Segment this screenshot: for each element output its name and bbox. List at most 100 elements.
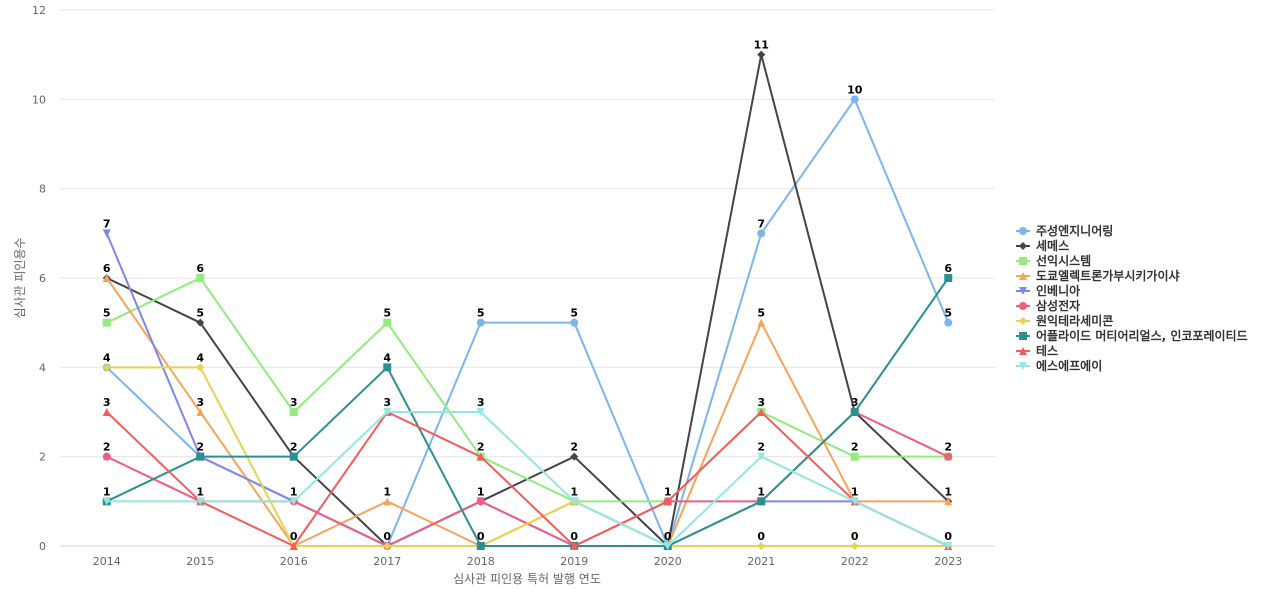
legend-label: 에스에프에이 [1036,358,1102,373]
data-label: 3 [290,396,298,409]
data-point [476,497,485,506]
legend-label: 어플라이드 머티어리얼스, 인코포레이티드 [1036,328,1248,343]
legend-item[interactable]: 삼성전자 [1016,298,1080,313]
data-point [383,497,392,506]
legend-label: 세메스 [1036,238,1069,253]
data-label: 10 [847,83,863,96]
legend-label: 선익시스템 [1036,253,1091,268]
data-point [850,95,859,104]
y-tick-label: 10 [32,93,46,106]
data-point [476,452,485,461]
data-point [196,318,205,327]
legend-item[interactable]: 선익시스템 [1016,253,1091,268]
data-point [102,274,111,282]
data-label: 4 [103,351,111,364]
series-line [105,277,949,547]
legend-label: 주성엔지니어링 [1036,223,1113,238]
data-labels: 7654321654321321054310532105210101175321… [103,39,953,543]
data-label: 5 [944,307,952,320]
data-label: 7 [757,217,765,230]
data-label: 6 [944,262,952,275]
y-tick-label: 12 [32,4,46,17]
data-label: 0 [570,530,578,543]
series-1 [102,95,953,550]
data-label: 11 [754,39,769,52]
series-line [105,232,949,547]
data-point [663,497,672,506]
data-point [757,408,766,416]
x-tick-label: 2023 [934,555,962,568]
series-8 [102,274,953,550]
data-label: 1 [383,485,391,498]
series-4 [102,274,953,550]
legend-item[interactable]: 인베니아 [1016,283,1080,298]
legend-label: 원익테라세미콘 [1036,313,1113,328]
data-point [570,497,579,506]
legend-item[interactable]: 주성엔지니어링 [1016,223,1113,238]
legend: 주성엔지니어링세메스선익시스템도쿄엘렉트론가부시키가이샤인베니아삼성전자원익테라… [1016,223,1248,373]
data-point [289,497,298,506]
data-label: 1 [851,485,859,498]
data-point [102,408,111,416]
y-tick-label: 4 [39,361,46,374]
legend-symbol [1019,287,1027,295]
data-label: 2 [757,441,765,454]
legend-item[interactable]: 도쿄엘렉트론가부시키가이샤 [1016,268,1180,283]
x-tick-label: 2016 [280,555,308,568]
x-axis-title: 심사관 피인용 특허 발행 연도 [453,571,601,586]
data-label: 1 [290,485,298,498]
data-label: 1 [477,485,485,498]
data-point [383,363,392,372]
legend-label: 인베니아 [1036,283,1080,298]
data-label: 2 [944,441,952,454]
legend-item[interactable]: 테스 [1016,344,1058,358]
series-line [106,277,950,547]
y-tick-label: 8 [39,183,46,196]
data-label: 2 [196,441,204,454]
data-label: 7 [103,217,111,230]
legend-label: 도쿄엘렉트론가부시키가이샤 [1036,268,1180,283]
legend-item[interactable]: 에스에프에이 [1016,358,1102,373]
data-label: 0 [664,530,672,543]
series-10 [102,408,953,550]
data-label: 1 [570,485,578,498]
legend-label: 테스 [1036,344,1058,358]
legend-item[interactable]: 어플라이드 머티어리얼스, 인코포레이티드 [1016,328,1248,343]
data-label: 0 [477,530,485,543]
data-label: 5 [757,307,765,320]
legend-item[interactable]: 원익테라세미콘 [1016,313,1113,328]
data-point [944,542,953,550]
legend-item[interactable]: 세메스 [1016,238,1069,253]
data-label: 6 [103,262,111,275]
data-point [757,452,766,461]
data-label: 0 [851,530,859,543]
data-label: 3 [477,396,485,409]
x-tick-label: 2022 [841,555,869,568]
legend-symbol [1019,227,1027,235]
data-point [570,318,579,327]
data-point [383,542,392,550]
data-point [102,318,111,327]
y-axis-title: 심사관 피인용수 [13,237,27,318]
data-point [850,452,859,461]
data-point [944,274,953,282]
data-point [476,542,485,550]
y-tick-label: 6 [39,272,46,285]
data-label: 0 [290,530,298,543]
data-point [196,452,205,461]
data-label: 1 [944,485,952,498]
data-point [476,318,485,327]
data-point [102,229,111,238]
data-point [102,497,111,506]
data-point [383,318,392,327]
legend-label: 삼성전자 [1036,298,1080,313]
data-label: 2 [103,441,111,454]
x-tick-label: 2021 [747,555,775,568]
y-axis-ticks: 0 2 4 6 8 10 12 [32,4,46,553]
data-label: 2 [570,441,578,454]
legend-symbol [1019,257,1027,265]
data-point [850,408,859,416]
data-label: 3 [383,396,391,409]
x-tick-label: 2019 [560,555,588,568]
